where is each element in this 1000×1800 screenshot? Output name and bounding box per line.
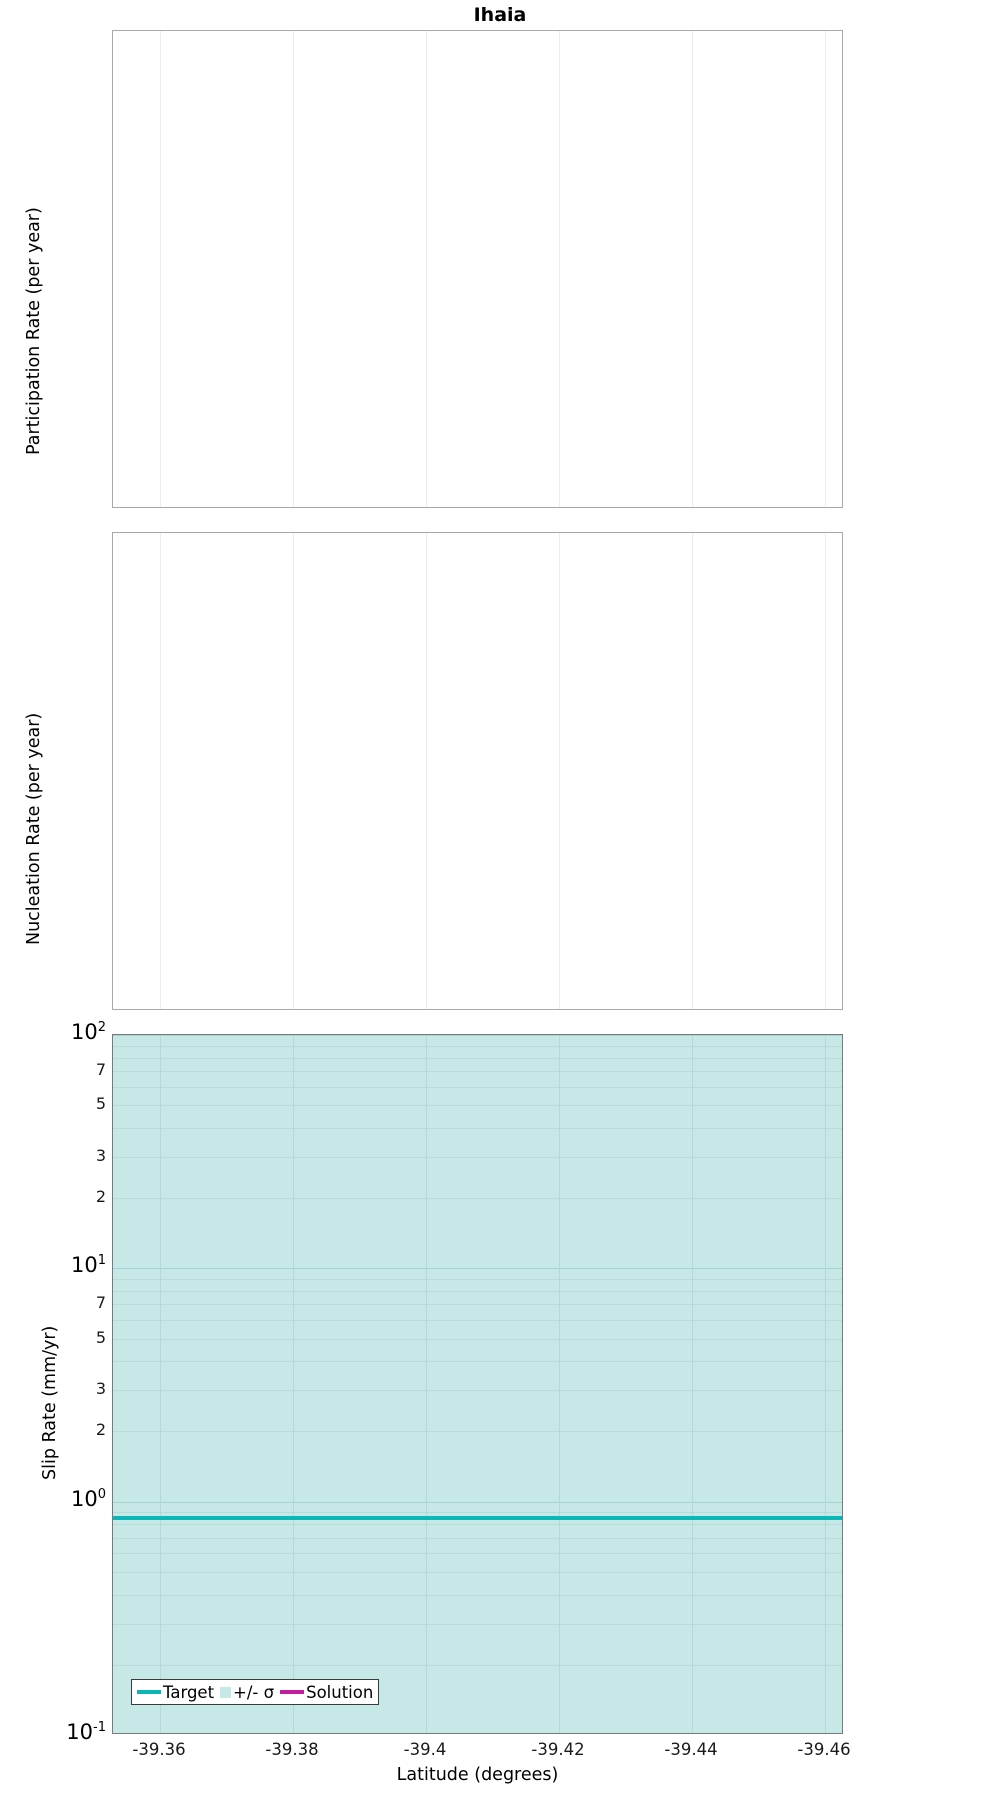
panel-participation-rate: [112, 30, 843, 508]
gridline-x: [160, 31, 161, 507]
gridline-x: [160, 533, 161, 1009]
legend-label-sigma: +/- σ: [233, 1682, 275, 1702]
gridline-y: [113, 1304, 842, 1306]
legend-label-solution: Solution: [306, 1682, 374, 1702]
legend-entry-solution[interactable]: Solution: [280, 1683, 373, 1702]
y-tick-label: 101: [70, 1253, 106, 1278]
y-tick-label: 7: [95, 1060, 106, 1080]
gridline-y: [113, 1361, 842, 1363]
gridline-y: [113, 1524, 842, 1526]
y-tick-label: 7: [95, 1293, 106, 1313]
y-tick-label: 100: [70, 1486, 106, 1511]
plot-area-nucleation: [113, 533, 842, 1009]
legend-swatch-solution-line: [280, 1690, 305, 1694]
gridline-y: [113, 1268, 842, 1270]
gridline-x: [426, 1035, 427, 1733]
gridline-x: [692, 31, 693, 507]
gridline-x: [692, 1035, 693, 1733]
x-tick-label: -39.36: [132, 1740, 186, 1759]
gridline-y: [113, 1045, 842, 1047]
gridline-y: [113, 1105, 842, 1107]
gridline-x: [426, 31, 427, 507]
y-tick-label: 2: [95, 1420, 106, 1440]
panel-slip-rate: [112, 1034, 843, 1734]
gridline-y: [113, 1086, 842, 1088]
gridline-y: [113, 1537, 842, 1539]
legend-entry-sigma[interactable]: +/- σ: [220, 1683, 274, 1702]
gridline-x: [559, 533, 560, 1009]
gridline-x: [293, 1035, 294, 1733]
gridline-y: [113, 1664, 842, 1666]
gridline-y: [113, 1279, 842, 1280]
y-tick-label: 3: [95, 1379, 106, 1399]
gridline-y: [113, 1290, 842, 1292]
gridline-y: [113, 1431, 842, 1433]
legend-entry-target[interactable]: Target: [137, 1683, 214, 1702]
axis-label-participation-rate: Participation Rate (per year): [24, 207, 44, 455]
sigma-band: [113, 1035, 842, 1733]
gridline-x: [160, 1035, 161, 1733]
gridline-y: [113, 1338, 842, 1340]
y-tick-label: 3: [95, 1146, 106, 1165]
gridline-x: [559, 1035, 560, 1733]
gridline-y: [113, 1594, 842, 1596]
y-tick-label: 5: [95, 1094, 106, 1114]
gridline-y: [113, 1553, 842, 1555]
gridline-x: [825, 31, 826, 507]
gridline-y: [113, 1501, 842, 1503]
panel-nucleation-rate: [112, 532, 843, 1010]
y-tick-label: 102: [70, 1020, 106, 1044]
gridline-y: [113, 1157, 842, 1158]
gridline-y: [113, 1623, 842, 1625]
legend[interactable]: Target +/- σ Solution: [131, 1679, 380, 1705]
gridline-y: [113, 1035, 842, 1036]
legend-swatch-target-line: [137, 1690, 161, 1694]
plot-area-participation: [113, 31, 842, 507]
gridline-y: [113, 1320, 842, 1322]
x-tick-label: -39.44: [664, 1740, 718, 1759]
gridline-y: [113, 1512, 842, 1514]
gridline-y: [113, 1198, 842, 1200]
x-tick-label: -39.42: [531, 1740, 585, 1759]
gridline-y: [113, 1057, 842, 1059]
x-axis-ticks: -39.36 -39.38 -39.4 -39.42 -39.44 -39.46: [112, 1740, 850, 1766]
target-line: [113, 1516, 842, 1521]
legend-swatch-sigma-patch: [220, 1686, 232, 1698]
plot-area-slip: [113, 1035, 842, 1733]
gridline-x: [293, 533, 294, 1009]
gridline-x: [559, 31, 560, 507]
y-tick-label: 2: [95, 1187, 106, 1207]
gridline-y: [113, 1390, 842, 1392]
x-tick-label: -39.4: [403, 1740, 447, 1759]
y-axis-ticks-slip: 102 101 7 5 3 2 100 7 5 3 2 10-1: [40, 1020, 106, 1744]
x-tick-label: -39.46: [797, 1740, 851, 1759]
y-tick-label: 5: [95, 1327, 106, 1347]
gridline-y: [113, 1127, 842, 1129]
axis-label-nucleation-rate: Nucleation Rate (per year): [24, 712, 44, 945]
gridline-x: [293, 31, 294, 507]
gridline-x: [692, 533, 693, 1009]
gridline-x: [825, 533, 826, 1009]
gridline-x: [825, 1035, 826, 1733]
y-tick-label: 10-1: [66, 1720, 106, 1744]
axis-label-latitude: Latitude (degrees): [396, 1765, 559, 1785]
x-tick-label: -39.38: [265, 1740, 319, 1759]
page-title: Ihaia: [473, 4, 527, 26]
gridline-x: [426, 533, 427, 1009]
gridline-y: [113, 1571, 842, 1573]
legend-label-target: Target: [163, 1682, 215, 1702]
gridline-y: [113, 1071, 842, 1073]
